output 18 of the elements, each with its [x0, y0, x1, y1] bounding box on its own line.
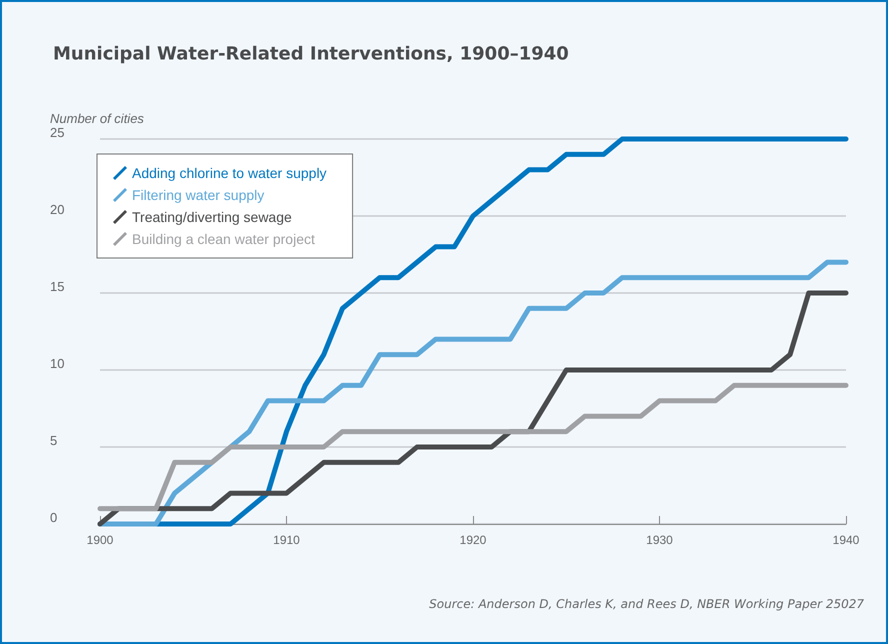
- x-tick-label: 1920: [460, 533, 487, 547]
- x-tick-label: 1910: [273, 533, 300, 547]
- x-tick-label: 1900: [86, 533, 114, 547]
- y-axis-title: Number of cities: [50, 111, 144, 126]
- y-tick-label: 0: [50, 510, 58, 525]
- y-tick-label: 15: [50, 279, 64, 294]
- legend-label: Adding chlorine to water supply: [132, 165, 327, 181]
- y-tick-label: 25: [50, 125, 64, 140]
- y-tick-label: 5: [50, 433, 58, 448]
- legend-label: Filtering water supply: [132, 187, 264, 203]
- y-tick-label: 10: [50, 356, 64, 371]
- x-tick-label: 1930: [646, 533, 674, 547]
- y-tick-label: 20: [50, 202, 64, 217]
- source-note: Source: Anderson D, Charles K, and Rees D, NBER Working Paper 25027: [429, 597, 864, 611]
- x-tick-label: 1940: [832, 533, 860, 547]
- legend-label: Treating/diverting sewage: [132, 209, 292, 225]
- legend-label: Building a clean water project: [132, 231, 315, 247]
- chart-title: Municipal Water-Related Interventions, 1900–1940: [53, 44, 569, 64]
